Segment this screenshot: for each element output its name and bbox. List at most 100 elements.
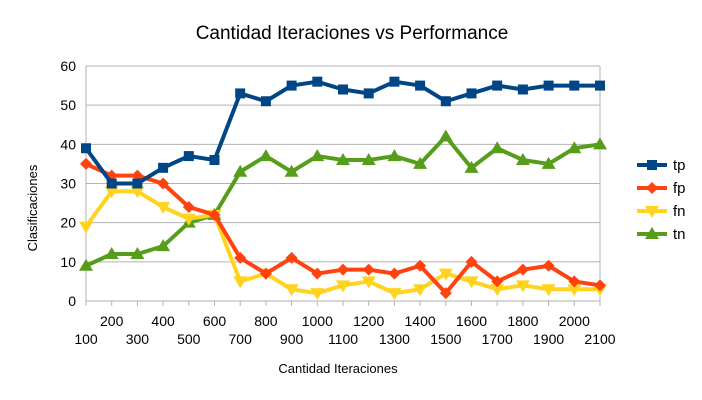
point-fp-100 [80,157,92,170]
point-fn-900 [284,284,299,297]
point-tp-100 [81,143,91,154]
legend-marker-tp [647,160,657,170]
x-tick-label-1900: 1900 [533,331,564,347]
point-fp-700 [234,251,247,264]
point-tp-900 [286,80,297,91]
point-fn-1200 [361,276,376,289]
point-tp-1300 [389,76,400,87]
legend-label-fp: fp [673,180,686,197]
point-fp-1300 [388,267,401,280]
legend-marker-fp [646,182,658,194]
series-tp [81,76,605,189]
point-fp-500 [182,201,195,213]
point-fp-1900 [542,259,555,272]
y-axis-ticks: 0 10 20 30 40 50 60 [60,58,76,309]
point-fp-1400 [414,259,427,272]
point-tn-300 [130,247,145,259]
series-fp [80,157,606,300]
point-fp-400 [157,177,170,190]
legend-label-fn: fn [673,203,686,220]
legend-label-tn: tn [673,226,686,243]
x-tick-label-2000: 2000 [559,313,590,329]
point-tp-2000 [569,80,580,91]
y-tick-label-10: 10 [60,254,76,270]
y-tick-label-30: 30 [60,176,76,192]
point-fp-1500 [439,287,452,300]
y-tick-label-60: 60 [60,58,76,74]
series-fn [79,186,607,301]
point-tp-1600 [466,88,477,99]
point-fp-2100 [594,279,606,292]
point-tp-1500 [440,96,451,107]
x-tick-label-1000: 1000 [302,313,333,329]
x-tick-label-1100: 1100 [328,331,358,347]
point-fn-1100 [336,280,350,293]
series-tn [79,129,607,271]
point-fp-1800 [516,263,529,276]
point-tn-1400 [413,156,428,169]
point-tp-1700 [492,80,503,91]
y-axis-title: Clasificaciones [25,164,40,251]
point-fn-700 [233,276,248,289]
point-tp-700 [235,88,246,99]
point-fp-1200 [362,263,375,276]
x-tick-label-1700: 1700 [482,331,513,347]
x-tick-label-1200: 1200 [353,313,384,329]
chart-title: Cantidad Iteraciones vs Performance [196,23,509,44]
point-tn-700 [233,164,248,177]
point-tn-1300 [387,149,402,162]
point-fn-200 [104,186,119,199]
point-tn-1900 [541,156,556,169]
point-tp-1200 [363,88,374,99]
point-tn-1600 [464,160,479,173]
point-fn-2000 [567,284,582,297]
point-fn-400 [156,202,171,214]
point-fn-1800 [515,280,530,293]
x-tick-label-100: 100 [74,331,98,347]
grid-lines [85,65,601,302]
x-tick-label-1500: 1500 [430,331,461,347]
point-fn-1900 [541,284,556,297]
plot-series [79,76,607,301]
point-tn-100 [79,258,93,271]
legend: tp fp fn tn [637,157,686,243]
point-fn-100 [79,221,93,234]
x-tick-label-400: 400 [151,313,175,329]
point-fn-1700 [490,284,505,297]
point-fn-1300 [387,288,402,301]
point-fp-1100 [337,263,349,276]
point-tn-900 [284,164,299,177]
point-tn-2000 [567,141,582,154]
point-tn-800 [258,149,273,162]
y-tick-label-0: 0 [68,293,76,309]
point-tp-1100 [338,84,348,95]
x-tick-label-2100: 2100 [584,331,615,347]
point-tp-2100 [595,80,605,91]
point-tn-1100 [336,153,350,165]
point-tn-200 [104,247,119,259]
point-tp-200 [106,178,117,189]
point-tp-600 [209,155,220,165]
legend-label-tp: tp [673,157,686,174]
point-fn-300 [130,186,145,199]
x-tick-label-800: 800 [254,313,278,329]
x-tick-label-900: 900 [280,331,304,347]
point-tn-1200 [361,153,376,165]
point-tp-1900 [543,80,554,91]
point-tp-400 [158,162,169,173]
point-tp-1400 [415,80,426,91]
point-fp-600 [208,208,221,221]
point-fp-1700 [491,275,504,288]
point-fn-1600 [464,276,479,289]
x-tick-label-1300: 1300 [379,331,410,347]
legend-marker-fn [645,206,659,218]
point-fn-1500 [438,268,453,281]
point-tn-1000 [310,149,325,162]
y-tick-label-40: 40 [60,136,76,152]
point-fn-1400 [413,284,428,297]
point-fp-1600 [465,255,478,268]
point-tn-2100 [593,137,607,150]
point-fp-2000 [568,275,581,288]
x-tick-label-1400: 1400 [405,313,436,329]
